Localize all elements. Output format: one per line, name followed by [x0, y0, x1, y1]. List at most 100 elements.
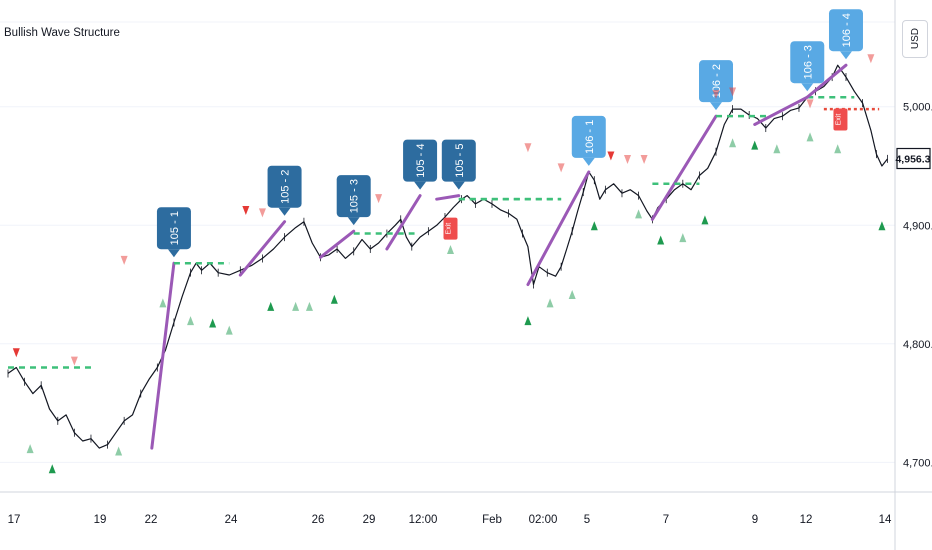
exit-marker	[833, 108, 848, 131]
buy-arrow	[701, 215, 709, 225]
x-tick-label: 24	[225, 514, 238, 526]
wave-line	[753, 95, 809, 126]
x-tick-label: 12	[800, 514, 813, 526]
x-tick-label: Feb	[482, 514, 502, 526]
buy-arrow	[524, 316, 532, 326]
wave-label-pointer	[452, 181, 465, 190]
buy-arrow	[267, 301, 275, 311]
sell-arrow	[120, 255, 128, 265]
wave-label-box	[571, 115, 606, 158]
x-tick-label: 29	[363, 514, 376, 526]
wave-label-box	[267, 165, 302, 208]
buy-arrow	[546, 298, 554, 308]
y-tick-label: 4,700.0	[903, 457, 932, 469]
buy-arrow	[834, 144, 842, 154]
last-price-label: 4,956.3	[895, 154, 930, 166]
wave-label-box	[699, 60, 733, 103]
sell-arrow	[524, 143, 532, 153]
buy-arrow	[48, 464, 56, 474]
wave-label: 105 - 5	[454, 143, 466, 177]
sell-arrow	[557, 163, 565, 173]
buy-arrow	[225, 325, 233, 335]
wave-label: 106 - 2	[711, 64, 723, 98]
buy-arrow	[330, 294, 338, 304]
buy-arrow	[806, 132, 814, 142]
wave-label: 105 - 2	[280, 170, 292, 204]
wave-line	[435, 194, 461, 201]
buy-arrow	[209, 318, 217, 328]
wave-line	[238, 220, 287, 277]
wave-label: 105 - 4	[415, 143, 427, 177]
x-tick-label: 14	[879, 514, 892, 526]
x-tick-label: 26	[312, 514, 325, 526]
wave-label-box	[790, 41, 825, 84]
wave-label: 106 - 4	[841, 13, 853, 47]
wave-label-box	[156, 207, 191, 250]
wave-line	[526, 170, 591, 287]
wave-label-pointer	[167, 249, 180, 258]
wave-label-pointer	[839, 51, 852, 60]
wave-label: 105 - 1	[169, 211, 181, 245]
exit-marker	[443, 217, 458, 240]
y-tick-label: 4,900.0	[903, 220, 932, 232]
exit-label: Exit	[446, 223, 453, 235]
wave-label-box	[403, 139, 438, 182]
sell-arrow	[806, 99, 814, 109]
buy-arrow	[679, 233, 687, 243]
buy-arrow	[878, 221, 886, 231]
wave-label: 106 - 3	[802, 45, 814, 79]
buy-arrow	[657, 235, 665, 245]
exit-label: Exit	[835, 114, 842, 126]
wave-label-pointer	[347, 217, 360, 226]
buy-arrow	[590, 221, 598, 231]
y-tick-label: 5,000.0	[903, 102, 932, 114]
wave-line	[385, 194, 422, 251]
buy-arrow	[635, 209, 643, 219]
sell-arrow	[640, 155, 648, 165]
x-tick-label: 5	[584, 514, 590, 526]
wave-label-pointer	[710, 102, 722, 111]
wave-label: 105 - 3	[349, 179, 361, 213]
buy-arrow	[292, 301, 300, 311]
chart-title: Bullish Wave Structure	[4, 27, 120, 39]
buy-arrow	[773, 144, 781, 154]
currency-button[interactable]: USD	[902, 20, 928, 58]
last-price-badge	[896, 147, 931, 170]
wave-label-pointer	[582, 157, 595, 166]
wave-label-box	[336, 175, 371, 218]
sell-arrow	[242, 206, 250, 216]
buy-arrow	[568, 290, 576, 300]
wave-label-box	[441, 139, 476, 182]
buy-arrow	[115, 446, 123, 456]
sell-arrow	[729, 87, 737, 97]
buy-arrow	[447, 244, 454, 254]
sell-arrow	[258, 208, 266, 218]
sell-arrow	[712, 89, 720, 99]
buy-arrow	[26, 444, 34, 454]
buy-arrow	[159, 298, 167, 308]
wave-line	[650, 114, 718, 221]
buy-arrow	[751, 140, 759, 150]
buy-arrow	[305, 301, 313, 311]
x-tick-label: 9	[752, 514, 758, 526]
sell-arrow	[12, 348, 20, 358]
wave-line	[150, 261, 176, 450]
x-tick-label: 7	[663, 514, 669, 526]
sell-arrow	[607, 151, 615, 161]
sell-arrow	[70, 356, 78, 366]
x-tick-label: 02:00	[529, 514, 558, 526]
wave-label-pointer	[414, 181, 427, 190]
sell-arrow	[624, 155, 631, 165]
sell-arrow	[867, 54, 875, 64]
wave-line	[319, 229, 356, 259]
wave-label-pointer	[278, 207, 291, 216]
x-tick-label: 12:00	[409, 514, 438, 526]
buy-arrow	[187, 316, 195, 326]
x-tick-label: 17	[8, 514, 21, 526]
buy-arrow	[729, 138, 737, 148]
y-tick-label: 4,800.0	[903, 339, 932, 351]
wave-label-pointer	[801, 83, 814, 92]
wave-label-box	[828, 9, 863, 52]
wave-label: 106 - 1	[584, 120, 596, 154]
